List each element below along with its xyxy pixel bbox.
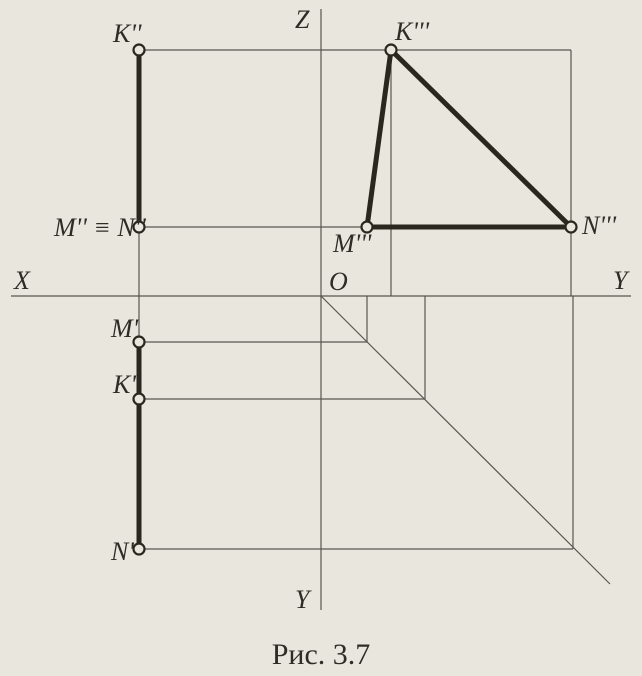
label-M3: M''': [332, 229, 372, 258]
point-K3: [386, 45, 397, 56]
label-K2: K'': [112, 19, 142, 48]
label-N1: N': [110, 537, 134, 566]
aux-line-0: [321, 296, 610, 584]
label-K3: K''': [394, 17, 429, 46]
axis-label-Yd: Y: [295, 585, 312, 614]
axis-label-X: X: [13, 266, 31, 295]
axis-label-Z: Z: [295, 5, 310, 34]
caption: Рис. 3.7: [272, 638, 371, 671]
label-MN2: M'' ≡ N'': [53, 213, 146, 242]
label-N3: N''': [581, 211, 616, 240]
origin-label: O: [329, 267, 348, 296]
label-K1: K': [112, 370, 136, 399]
point-N1: [134, 544, 145, 555]
point-N3: [566, 222, 577, 233]
axis-label-Yr: Y: [613, 266, 630, 295]
label-M1: M': [110, 314, 139, 343]
thick-seg-4: [391, 50, 571, 227]
thick-seg-3: [367, 50, 391, 227]
